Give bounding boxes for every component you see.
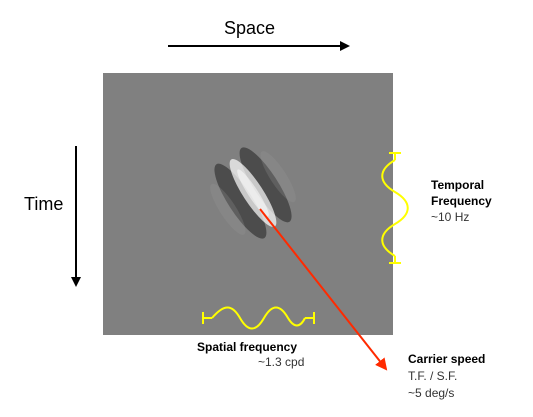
time-label: Time [24,194,64,214]
carrier-speed-title: Carrier speed [408,352,486,366]
spatial-frequency-value: ~1.3 cpd [258,355,305,369]
space-label: Space [224,18,276,38]
temporal-frequency-title-line2: Frequency [431,194,492,208]
carrier-speed-formula: T.F. / S.F. [408,369,458,383]
carrier-speed-value: ~5 deg/s [408,386,455,400]
temporal-wave [381,152,409,264]
spatial-wave [202,306,315,330]
carrier-speed-arrow [259,208,388,371]
temporal-frequency-title-line1: Temporal [431,178,485,192]
gabor-patch [210,147,296,239]
temporal-frequency-value: ~10 Hz [431,210,470,224]
gabor-panel [103,73,393,335]
spatial-frequency-title: Spatial frequency [197,340,298,354]
